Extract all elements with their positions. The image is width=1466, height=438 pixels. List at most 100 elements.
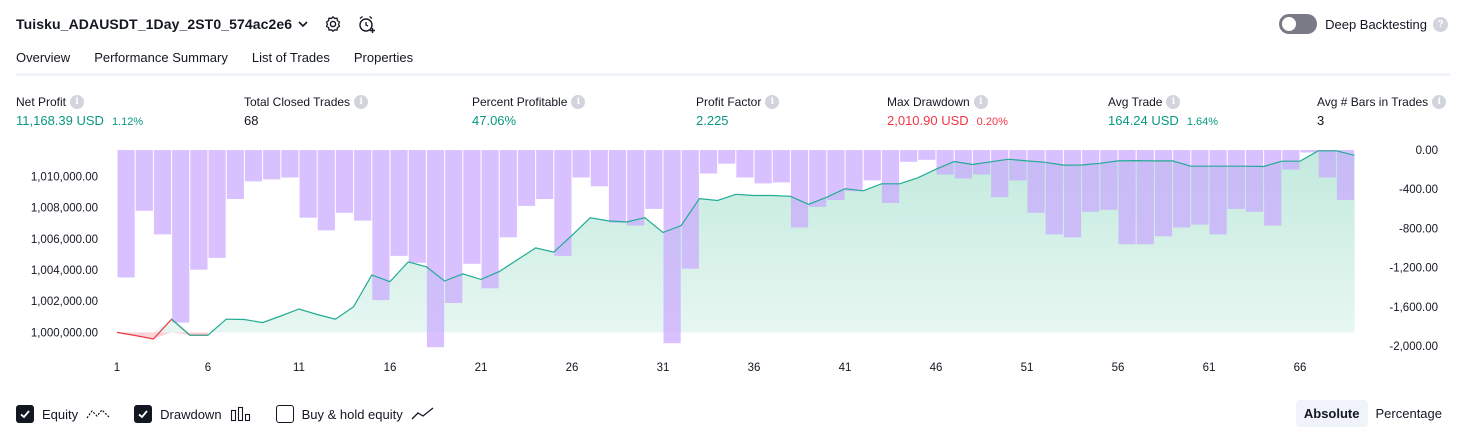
- strategy-name[interactable]: Tuisku_ADAUSDT_1Day_2ST0_574ac2e6: [16, 16, 293, 32]
- right-axis-tick: -400.00: [1399, 184, 1438, 196]
- drawdown-bar: [809, 150, 827, 207]
- metric-percent: 1.64%: [1186, 116, 1219, 128]
- chart-canvas: 1,000,000.00 1,002,000.00 1,004,000.00 1,00…: [31, 145, 1438, 374]
- drawdown-bar: [1027, 150, 1045, 213]
- info-icon[interactable]: i: [571, 95, 586, 109]
- metric-percent-profitable: Percent Profitable i 47.06%: [472, 94, 586, 128]
- drawdown-bar: [1282, 150, 1300, 170]
- metric-value: 2.225: [696, 113, 729, 128]
- tab-properties[interactable]: Properties: [353, 50, 414, 65]
- drawdown-bar: [1173, 150, 1191, 228]
- right-axis-tick: -1,200.00: [1389, 263, 1438, 275]
- legend-equity[interactable]: Equity: [16, 405, 110, 423]
- info-icon[interactable]: i: [354, 95, 369, 109]
- x-axis-tick: 66: [1294, 362, 1307, 374]
- drawdown-bar: [881, 150, 900, 203]
- deep-backtesting-toggle[interactable]: [1279, 14, 1318, 34]
- info-icon[interactable]: i: [973, 95, 988, 109]
- drawdown-bar: [754, 150, 772, 184]
- x-axis-tick: 41: [839, 362, 852, 374]
- right-axis-tick: -2,000.00: [1389, 341, 1438, 353]
- info-icon[interactable]: i: [765, 95, 780, 109]
- drawdown-bar: [153, 150, 172, 235]
- equity-checkbox[interactable]: [16, 405, 34, 423]
- equity-area-fill: [117, 150, 1355, 333]
- left-axis-tick: 1,008,000.00: [31, 203, 98, 215]
- drawdown-bar: [1118, 150, 1136, 245]
- deep-backtesting: Deep Backtesting ?: [1279, 12, 1448, 36]
- left-axis-tick: 1,004,000.00: [31, 265, 98, 277]
- x-axis-tick: 1: [114, 362, 120, 374]
- drawdown-bar: [499, 150, 517, 238]
- drawdown-bar: [354, 150, 372, 221]
- metric-value: 2,010.90 USD: [887, 113, 969, 128]
- legend-buy-hold-equity[interactable]: Buy & hold equity: [275, 405, 435, 423]
- add-alert-icon[interactable]: [357, 14, 377, 34]
- x-axis-tick: 51: [1021, 362, 1034, 374]
- drawdown-bar: [335, 150, 354, 213]
- drawdown-bar: [918, 150, 936, 160]
- drawdown-bar: [244, 150, 263, 182]
- metrics-row: Net Profit i 11,168.39 USD 1.12% Total Clo…: [0, 94, 1466, 134]
- drawdown-bar: [845, 150, 863, 192]
- x-axis-tick: 61: [1203, 362, 1216, 374]
- drawdown-bar: [390, 150, 408, 256]
- drawdown-bar: [936, 150, 954, 175]
- info-icon[interactable]: i: [70, 95, 85, 109]
- left-axis-tick: 1,000,000.00: [31, 327, 98, 339]
- drawdown-bar: [1336, 150, 1355, 200]
- x-axis-tick: 21: [475, 362, 488, 374]
- drawdown-bar: [281, 150, 299, 178]
- tab-divider: [16, 73, 1450, 76]
- drawdown-bar: [1082, 150, 1100, 212]
- strategy-header: Tuisku_ADAUSDT_1Day_2ST0_574ac2e6: [16, 12, 377, 36]
- drawdown-bar: [572, 150, 590, 178]
- x-axis-tick: 16: [384, 362, 397, 374]
- toggle-knob: [1282, 17, 1297, 31]
- metric-label: Avg Trade: [1108, 95, 1163, 109]
- drawdown-bar: [463, 150, 481, 264]
- info-icon[interactable]: i: [1166, 95, 1181, 109]
- drawdown-bar: [1154, 150, 1173, 237]
- x-axis-tick: 26: [566, 362, 579, 374]
- drawdown-bar: [681, 150, 699, 269]
- x-axis-tick: 46: [930, 362, 943, 374]
- info-icon[interactable]: i: [1432, 95, 1447, 109]
- tab-performance-summary[interactable]: Performance Summary: [94, 50, 228, 65]
- help-icon[interactable]: ?: [1433, 16, 1448, 32]
- legend-drawdown[interactable]: Drawdown: [134, 405, 251, 423]
- metric-value: 47.06%: [472, 113, 517, 128]
- settings-icon[interactable]: [323, 14, 343, 34]
- buy-hold-label: Buy & hold equity: [301, 406, 403, 422]
- drawdown-bar: [972, 150, 991, 175]
- drawdown-bar: [1300, 150, 1318, 153]
- tab-overview[interactable]: Overview: [16, 46, 71, 76]
- drawdown-checkbox[interactable]: [134, 405, 153, 423]
- drawdown-bar: [627, 150, 645, 226]
- drawdown-bar: [1063, 150, 1082, 238]
- chevron-down-icon[interactable]: [297, 18, 309, 30]
- left-axis-tick: 1,006,000.00: [31, 234, 98, 246]
- metric-label: Max Drawdown: [887, 95, 970, 109]
- equity-drawdown-chart[interactable]: 1,000,000.00 1,002,000.00 1,004,000.00 1,00…: [0, 140, 1466, 380]
- equity-line-icon: [86, 406, 110, 422]
- absolute-button[interactable]: Absolute: [1295, 400, 1368, 427]
- metric-avg-bars-in-trades: Avg # Bars in Trades i 3: [1317, 94, 1447, 128]
- chart-legend: Equity Drawdown Buy & hold equity: [16, 403, 459, 425]
- drawdown-bar: [226, 150, 244, 199]
- drawdown-bar: [1009, 150, 1027, 181]
- drawdown-bar: [827, 150, 845, 200]
- scale-switch: Absolute Percentage: [1295, 400, 1450, 427]
- percentage-button[interactable]: Percentage: [1375, 406, 1443, 421]
- tab-list-of-trades[interactable]: List of Trades: [251, 50, 330, 65]
- x-axis-tick: 56: [1112, 362, 1125, 374]
- right-axis-tick: 0.00: [1416, 145, 1438, 157]
- drawdown-bar: [736, 150, 754, 178]
- equity-label: Equity: [42, 406, 79, 422]
- metric-percent: 1.12%: [111, 116, 144, 128]
- metric-net-profit: Net Profit i 11,168.39 USD 1.12%: [16, 94, 143, 128]
- drawdown-bar: [445, 150, 463, 303]
- buy-hold-checkbox[interactable]: [275, 405, 294, 423]
- left-axis-tick: 1,010,000.00: [31, 172, 98, 184]
- metric-label: Avg # Bars in Trades: [1317, 95, 1429, 109]
